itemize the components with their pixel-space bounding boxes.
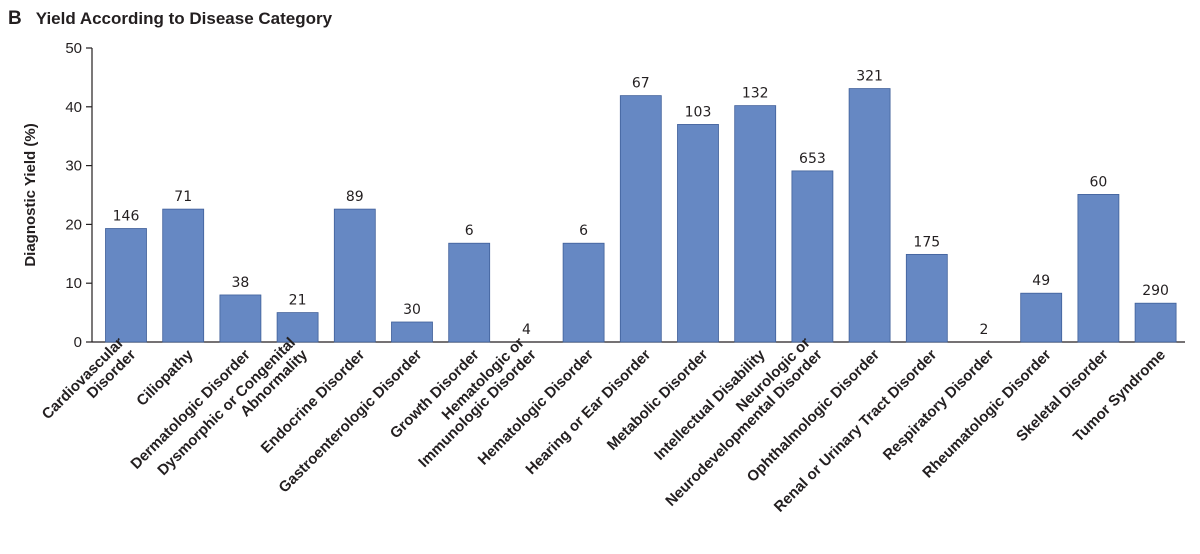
category-label: Metabolic Disorder: [604, 346, 712, 454]
bar-value-label: 67: [632, 76, 650, 92]
bar-value-label: 6: [579, 223, 588, 239]
y-tick-label: 10: [65, 275, 82, 292]
bar: [276, 312, 319, 343]
data-labels: 146 71 38 21 89 30 6 4 6 67 103 132 653 321 175 2 49 60 29…: [113, 69, 1169, 338]
bar-value-label: 60: [1089, 174, 1107, 190]
bar: [562, 242, 605, 343]
bar-value-label: 30: [403, 302, 421, 318]
bar-value-label: 132: [742, 86, 769, 102]
bars: [105, 88, 1177, 343]
bar: [333, 208, 376, 343]
y-tick-label: 30: [65, 158, 82, 175]
y-axis-ticks: 0 10 20 30 40 50: [65, 40, 92, 351]
category-labels: CardiovascularDisorderCiliopathyDermatol…: [39, 334, 1169, 516]
bar-value-label: 89: [346, 189, 364, 205]
bar-value-label: 21: [289, 293, 307, 309]
panel-letter: B: [8, 8, 22, 29]
bar-value-label: 38: [231, 275, 249, 291]
bar-value-label: 49: [1032, 273, 1050, 289]
y-axis-label: Diagnostic Yield (%): [22, 123, 39, 266]
bar-value-label: 2: [980, 322, 989, 338]
category-label-line: Respiratory Disorder: [880, 346, 998, 464]
bar: [162, 208, 205, 343]
bar: [391, 321, 433, 343]
bar-value-label: 103: [685, 104, 712, 120]
y-tick-label: 40: [65, 99, 82, 116]
bar: [734, 105, 777, 343]
bar: [905, 253, 948, 343]
bar: [105, 228, 147, 343]
bar-value-label: 653: [799, 151, 826, 167]
category-label: Respiratory Disorder: [880, 346, 998, 464]
bar-value-label: 290: [1142, 283, 1169, 299]
y-tick-label: 0: [74, 334, 82, 351]
bar: [791, 170, 834, 343]
chart-title-row: B Yield According to Disease Category: [8, 6, 332, 32]
bar: [1134, 302, 1177, 343]
chart-title: Yield According to Disease Category: [35, 9, 333, 28]
bar: [1020, 292, 1063, 343]
bar-value-label: 146: [113, 209, 140, 225]
bar-value-label: 4: [522, 322, 531, 338]
bar-value-label: 71: [174, 189, 192, 205]
y-tick-label: 20: [65, 216, 82, 233]
bar: [677, 124, 719, 343]
category-label-line: Metabolic Disorder: [604, 346, 712, 454]
bar: [219, 294, 262, 343]
bar-value-label: 321: [856, 69, 883, 85]
bar: [848, 88, 891, 343]
bar-value-label: 6: [465, 223, 474, 239]
bar-value-label: 175: [913, 234, 940, 250]
bar: [448, 242, 491, 343]
y-tick-label: 50: [65, 40, 82, 57]
category-label-line: Immunologic Disorder: [415, 346, 540, 471]
bar: [619, 95, 662, 343]
bar: [1077, 194, 1120, 343]
